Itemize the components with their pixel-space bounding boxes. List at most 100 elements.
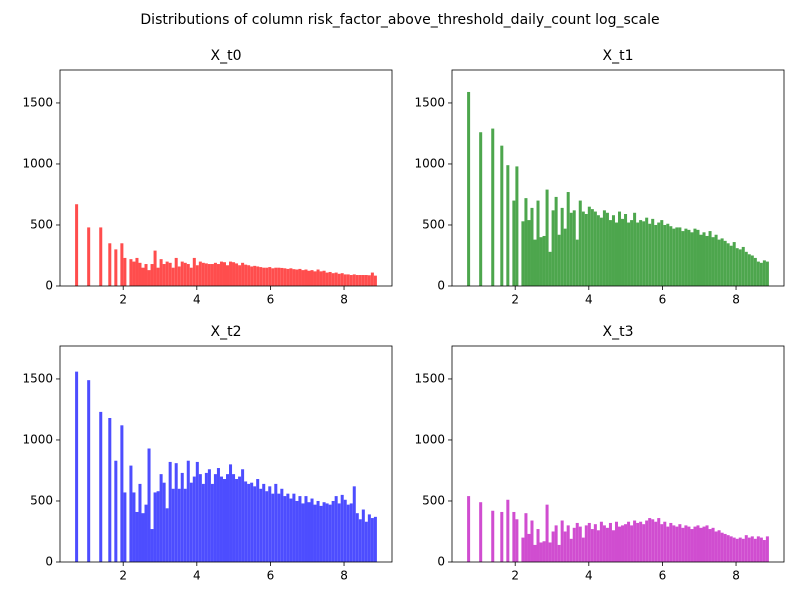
histogram-bar — [150, 264, 154, 286]
histogram-bar — [705, 235, 709, 286]
histogram-bar — [370, 272, 374, 286]
y-tick-label: 500 — [30, 493, 53, 507]
x-tick-label: 4 — [193, 569, 201, 583]
histogram-bar — [165, 261, 169, 286]
histogram-bar — [735, 538, 739, 562]
histogram-bar — [298, 268, 302, 286]
axes-frame — [451, 69, 785, 287]
histogram-bar — [645, 217, 649, 286]
histogram-bar — [539, 237, 543, 286]
histogram-bar — [548, 542, 552, 562]
histogram-bar — [593, 211, 597, 286]
histogram-bar — [123, 492, 127, 562]
histogram-bar — [551, 210, 555, 286]
histogram-bar — [596, 530, 600, 562]
histogram-bar — [340, 273, 344, 286]
histogram-bar — [654, 224, 658, 286]
histogram-bar — [729, 536, 733, 562]
histogram-bar — [762, 260, 766, 286]
histogram-bar — [738, 249, 742, 286]
histogram-bar — [663, 521, 667, 562]
histogram-bar — [723, 533, 727, 562]
x-tick-label: 4 — [585, 293, 593, 307]
histogram-bar — [645, 520, 649, 562]
histogram-bar — [527, 533, 531, 562]
histogram-bar — [207, 264, 211, 286]
y-tick-label: 1000 — [414, 432, 445, 446]
histogram-bar — [361, 275, 365, 286]
histogram-bar — [189, 267, 193, 286]
x-tick-label: 4 — [585, 569, 593, 583]
y-tick-label: 0 — [437, 279, 445, 293]
histogram-bar — [675, 227, 679, 286]
histogram-bar — [373, 275, 377, 286]
histogram-bar — [696, 229, 700, 286]
histogram-bar — [180, 472, 184, 562]
histogram-bar — [325, 272, 329, 286]
histogram-bar — [515, 519, 519, 562]
histogram-bar — [744, 535, 748, 562]
histogram-bar — [630, 525, 634, 562]
histogram-bar — [265, 491, 269, 562]
histogram-bar — [621, 525, 625, 562]
x-tick-label: 4 — [193, 293, 201, 307]
histogram-bar — [524, 198, 528, 286]
x-tick-label: 8 — [340, 293, 348, 307]
histogram-bar — [229, 464, 233, 562]
histogram-bar — [289, 268, 293, 286]
histogram-bar — [334, 496, 338, 562]
x-tick-label: 8 — [732, 569, 740, 583]
histogram-bar — [358, 519, 362, 562]
histogram-bar — [120, 243, 124, 286]
axes-frame — [451, 345, 785, 563]
histogram-bar — [304, 496, 308, 562]
histogram-bar — [337, 273, 341, 286]
histogram-bar — [165, 508, 169, 562]
histogram-bar — [322, 270, 326, 286]
histogram-bar — [280, 488, 284, 562]
histogram-bar — [108, 418, 112, 562]
y-tick-label: 1500 — [414, 371, 445, 385]
histogram-bar — [611, 530, 615, 562]
histogram-bar — [672, 525, 676, 562]
histogram-bar — [195, 461, 199, 562]
histogram-bar — [292, 493, 296, 562]
histogram-bar — [244, 481, 248, 562]
histogram-bar — [684, 525, 688, 562]
histogram-bar — [521, 221, 525, 286]
histogram-bar — [663, 224, 667, 286]
histogram-bar — [147, 270, 151, 286]
histogram-bar — [618, 211, 622, 286]
histogram-bar — [651, 519, 655, 562]
histogram-bar — [566, 525, 570, 562]
histogram-bar — [605, 527, 609, 562]
histogram-bar — [741, 538, 745, 562]
histogram-bar — [654, 521, 658, 562]
x-tick-label: 2 — [119, 569, 127, 583]
histogram-bar — [198, 261, 202, 286]
histogram-bar — [204, 263, 208, 286]
x-tick-label: 6 — [659, 569, 667, 583]
histogram-bar — [226, 474, 230, 562]
histogram-bar — [669, 522, 673, 562]
histogram-bar — [373, 516, 377, 562]
histogram-bar — [328, 504, 332, 562]
histogram-bar — [138, 483, 142, 562]
histogram-bar — [557, 234, 561, 286]
histogram-bar — [262, 483, 266, 562]
histogram-bar — [563, 228, 567, 286]
histogram-bar — [624, 524, 628, 562]
histogram-bar — [512, 511, 516, 562]
histogram-bar — [195, 265, 199, 286]
histogram-bar — [699, 527, 703, 562]
histogram-bar — [232, 474, 236, 562]
histogram-bar — [624, 214, 628, 286]
x-tick-label: 2 — [511, 293, 519, 307]
x-tick-label: 8 — [732, 293, 740, 307]
histogram-bar — [572, 527, 576, 562]
histogram-bar — [355, 275, 359, 286]
histogram-bar — [732, 242, 736, 286]
histogram-bar — [316, 269, 320, 286]
histogram-bar — [349, 503, 353, 562]
